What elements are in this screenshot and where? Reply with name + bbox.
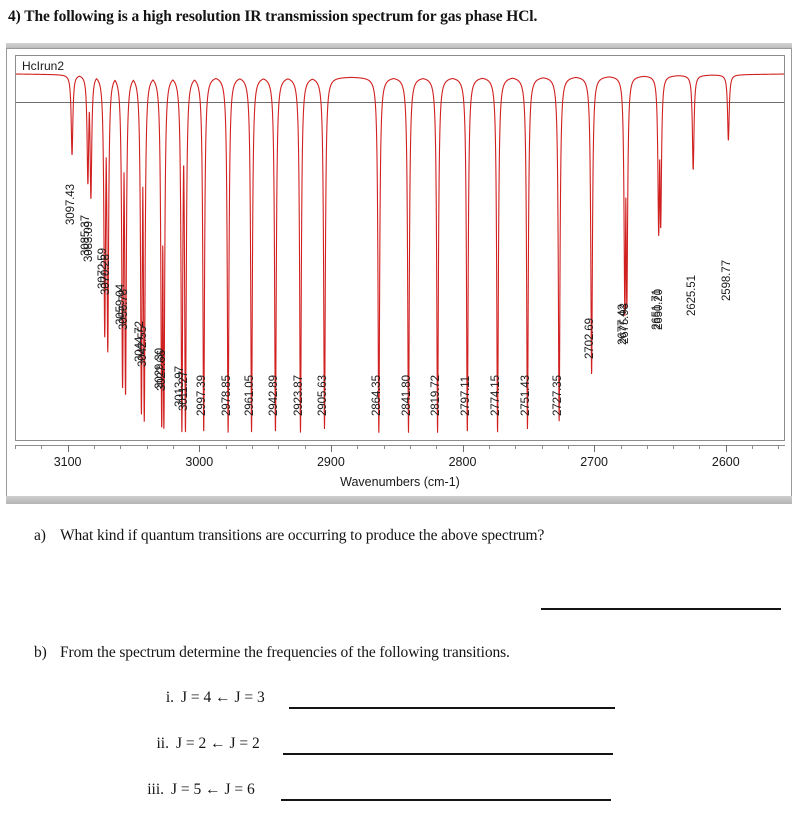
figure-top-bevel bbox=[6, 43, 792, 48]
x-tick-minor bbox=[436, 445, 438, 449]
x-tick-minor bbox=[567, 445, 569, 449]
x-tick-minor bbox=[120, 445, 122, 449]
x-tick-minor bbox=[409, 445, 411, 449]
page-title: 4) The following is a high resolution IR… bbox=[8, 8, 538, 25]
x-axis-line bbox=[15, 445, 785, 446]
x-tick-major bbox=[199, 445, 201, 452]
x-tick-minor bbox=[146, 445, 148, 449]
sub-item-i: i. J = 4 ← J = 3 bbox=[150, 689, 265, 707]
question-part-b: b) From the spectrum determine the freque… bbox=[34, 644, 510, 662]
sub-item-iii-number: iii. bbox=[147, 781, 164, 798]
x-tick-minor bbox=[383, 445, 385, 449]
x-tick-major bbox=[725, 445, 727, 452]
x-tick-minor bbox=[752, 445, 754, 449]
answer-line-i[interactable] bbox=[289, 707, 615, 709]
x-tick-minor bbox=[41, 445, 43, 449]
x-tick-label: 2800 bbox=[448, 455, 477, 469]
x-tick-minor bbox=[94, 445, 95, 449]
sub-item-ii-text: J = 2 ← J = 2 bbox=[176, 735, 260, 752]
x-tick-minor bbox=[673, 445, 675, 449]
x-tick-minor bbox=[225, 445, 227, 449]
x-tick-minor bbox=[251, 445, 253, 449]
x-tick-minor bbox=[488, 445, 490, 449]
figure-inner: HcIrun2 3097.43 3085.37 3083.09 3072.59 3070… bbox=[7, 49, 791, 497]
figure-bottom-bevel bbox=[6, 496, 792, 504]
x-tick-minor bbox=[278, 445, 280, 449]
x-tick-major bbox=[594, 445, 596, 452]
answer-line-ii[interactable] bbox=[283, 753, 613, 755]
sub-item-i-text: J = 4 ← J = 3 bbox=[181, 689, 265, 706]
x-tick-major bbox=[330, 445, 332, 452]
x-tick-label: 2700 bbox=[580, 455, 608, 469]
sub-item-iii-text: J = 5 ← J = 6 bbox=[171, 781, 255, 798]
x-tick-minor bbox=[778, 445, 780, 449]
sub-item-i-number: i. bbox=[165, 689, 174, 706]
baseline-rule bbox=[16, 102, 784, 103]
x-tick-minor bbox=[515, 445, 517, 449]
answer-line-iii[interactable] bbox=[281, 799, 611, 801]
x-tick-minor bbox=[304, 445, 306, 449]
spectrum-path bbox=[16, 74, 785, 433]
x-tick-minor bbox=[620, 445, 622, 449]
x-axis: 3100 3000 2900 2800 2700 2600 Wavenumbers (cm… bbox=[15, 445, 785, 497]
part-a-text: What kind if quantum transitions are occ… bbox=[60, 527, 545, 544]
x-tick-minor bbox=[15, 445, 16, 449]
x-tick-minor bbox=[646, 445, 648, 449]
plot-area: HcIrun2 3097.43 3085.37 3083.09 3072.59 3070… bbox=[15, 55, 785, 441]
x-axis-title: Wavenumbers (cm-1) bbox=[340, 475, 460, 489]
answer-line-a[interactable] bbox=[541, 608, 781, 610]
spectrum-trace bbox=[16, 56, 785, 441]
question-part-a: a) What kind if quantum transitions are o… bbox=[34, 527, 544, 545]
x-tick-minor bbox=[699, 445, 701, 449]
sub-item-ii: ii. J = 2 ← J = 2 bbox=[145, 735, 260, 753]
x-tick-label: 3100 bbox=[53, 455, 82, 469]
plot-wrapper: HcIrun2 3097.43 3085.37 3083.09 3072.59 3070… bbox=[9, 51, 789, 443]
part-b-marker: b) bbox=[34, 644, 47, 661]
x-tick-minor bbox=[172, 445, 174, 449]
x-tick-label: 2900 bbox=[316, 455, 345, 469]
x-tick-label: 3000 bbox=[185, 455, 214, 469]
x-tick-label: 2600 bbox=[711, 455, 740, 469]
x-tick-minor bbox=[541, 445, 543, 449]
sub-item-ii-number: ii. bbox=[156, 735, 170, 752]
x-tick-major bbox=[67, 445, 69, 452]
part-b-text: From the spectrum determine the frequenc… bbox=[60, 644, 510, 661]
sub-item-iii: iii. J = 5 ← J = 6 bbox=[140, 781, 255, 799]
series-label: HcIrun2 bbox=[22, 59, 65, 73]
x-tick-minor bbox=[357, 445, 359, 449]
part-a-marker: a) bbox=[34, 527, 46, 544]
spectrum-figure: HcIrun2 3097.43 3085.37 3083.09 3072.59 3070… bbox=[6, 48, 792, 498]
x-tick-major bbox=[462, 445, 464, 452]
